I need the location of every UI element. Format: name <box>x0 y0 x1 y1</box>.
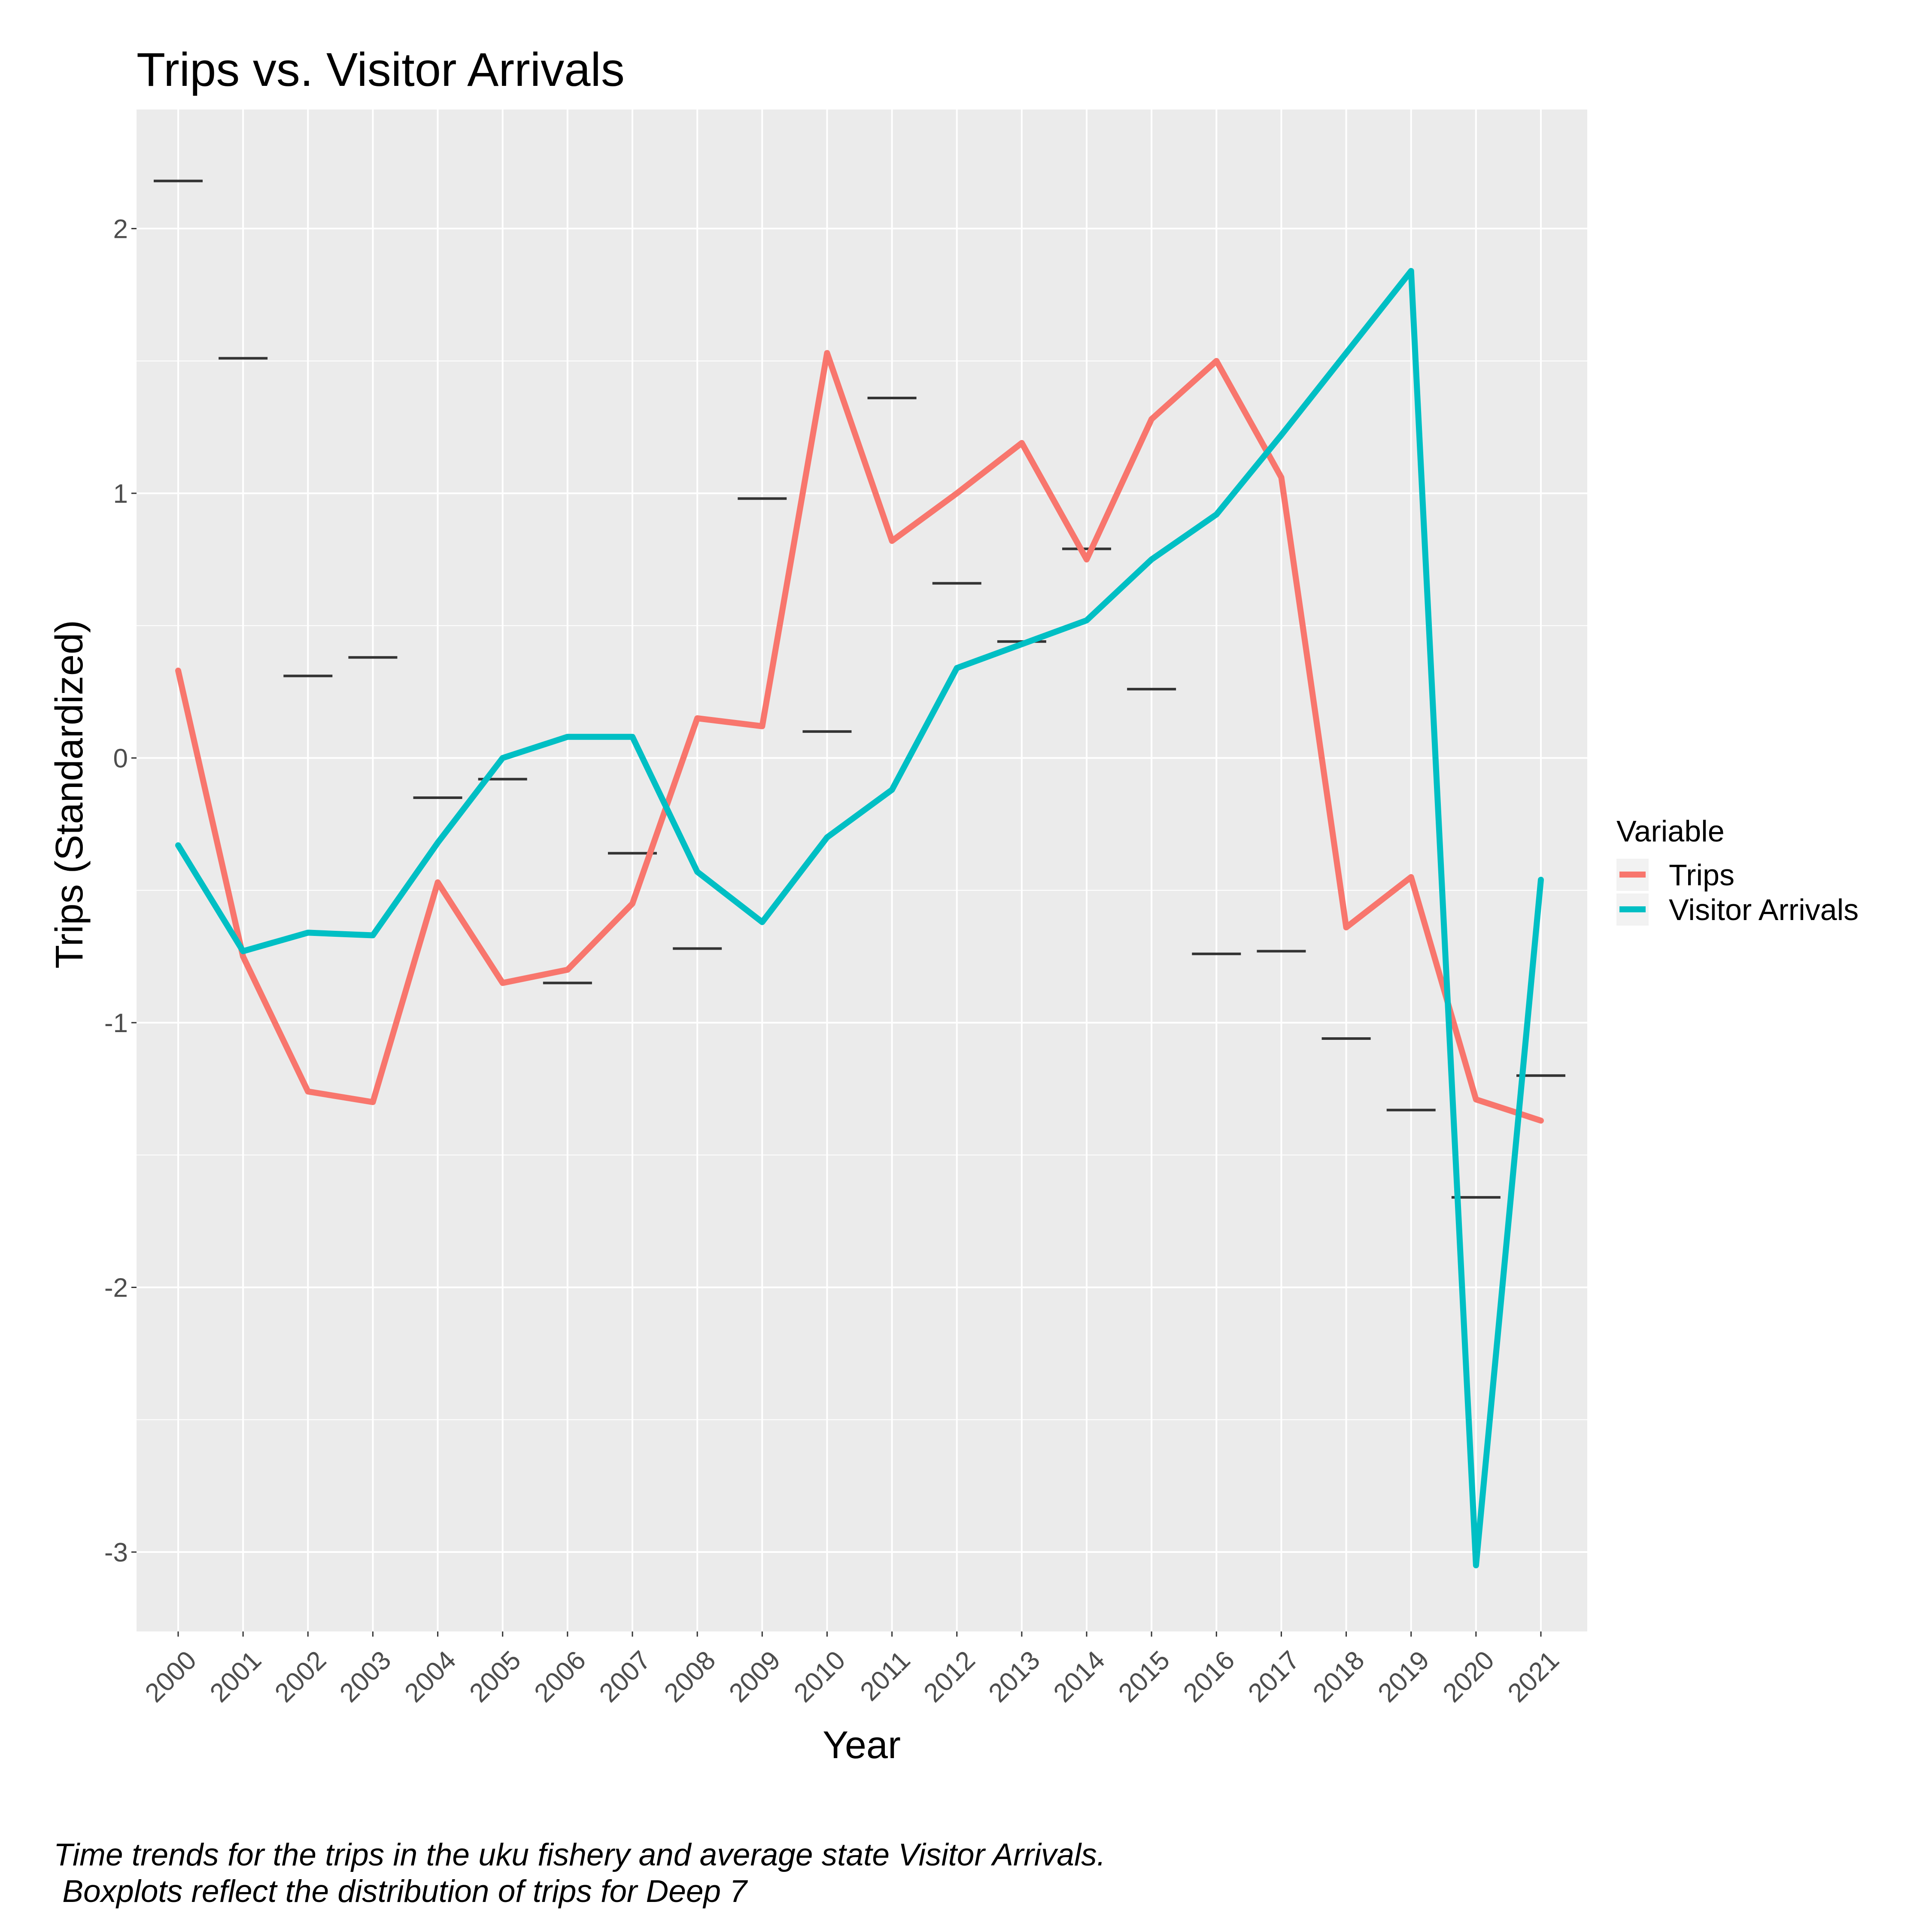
plot-panel <box>137 109 1587 1631</box>
legend: Variable Trips Visitor Arrivals <box>1616 814 1859 927</box>
y-axis: -3 -2 -1 0 1 2 <box>104 214 137 1567</box>
x-tick-label: 2010 <box>788 1645 851 1708</box>
x-tick-label: 2011 <box>855 1645 916 1707</box>
x-tick-label: 2020 <box>1437 1645 1500 1708</box>
x-tick-label: 2006 <box>529 1645 592 1708</box>
y-tick-label: -3 <box>104 1538 128 1567</box>
y-tick-label: 0 <box>113 744 128 773</box>
caption-line-2: Boxplots reflect the distribution of tri… <box>54 1874 748 1909</box>
x-tick-label: 2013 <box>983 1645 1046 1708</box>
y-axis-title: Trips (Standardized) <box>48 620 91 969</box>
x-tick-label: 2005 <box>464 1645 526 1708</box>
series-lines <box>175 268 1544 1568</box>
x-tick-label: 2015 <box>1113 1645 1176 1708</box>
x-tick-label: 2003 <box>334 1645 397 1708</box>
x-tick-label: 2019 <box>1372 1645 1435 1708</box>
legend-label-trips: Trips <box>1669 858 1735 892</box>
x-tick-label: 2012 <box>918 1645 981 1708</box>
x-tick-label: 2017 <box>1242 1645 1305 1708</box>
x-tick-label: 2016 <box>1178 1645 1240 1708</box>
x-tick-label: 2000 <box>140 1645 202 1708</box>
panel-background <box>137 109 1587 1631</box>
y-tick-label: -2 <box>104 1273 128 1303</box>
legend-label-visitor-arrivals: Visitor Arrivals <box>1669 893 1859 927</box>
series-line-trips <box>175 350 1544 1124</box>
y-tick-label: -1 <box>104 1009 128 1038</box>
x-tick-label: 2001 <box>204 1645 267 1708</box>
x-tick-label: 2008 <box>659 1645 721 1708</box>
x-tick-label: 2009 <box>723 1645 786 1708</box>
series-line-visitor-arrivals <box>175 268 1544 1568</box>
caption-line-1: Time trends for the trips in the uku fis… <box>54 1838 1106 1872</box>
legend-title: Variable <box>1616 814 1725 848</box>
x-axis-title: Year <box>823 1724 901 1767</box>
x-tick-label: 2021 <box>1502 1645 1565 1708</box>
x-tick-label: 2018 <box>1307 1645 1370 1708</box>
x-tick-label: 2007 <box>594 1645 656 1708</box>
y-tick-label: 1 <box>113 479 128 509</box>
x-tick-label: 2002 <box>269 1645 332 1708</box>
x-axis: 2000 2001 2002 2003 2004 2005 2006 2007 2008 2009… <box>140 1631 1565 1708</box>
y-tick-label: 2 <box>113 214 128 244</box>
x-tick-label: 2004 <box>399 1645 462 1708</box>
chart-title: Trips vs. Visitor Arrivals <box>137 43 625 96</box>
x-tick-label: 2014 <box>1048 1645 1111 1708</box>
